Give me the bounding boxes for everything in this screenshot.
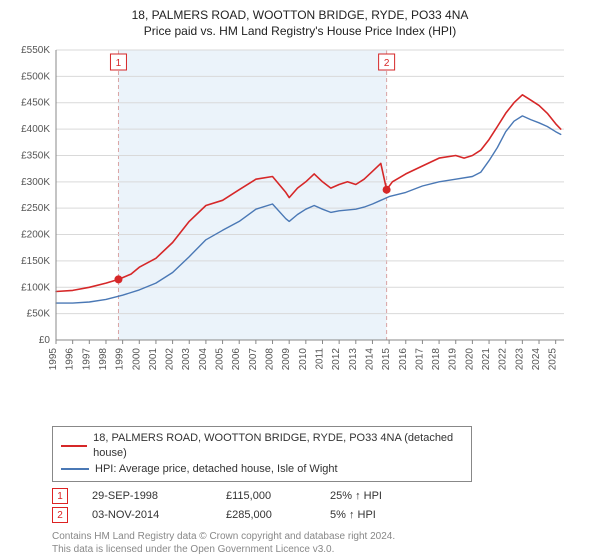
- x-tick-label: 2020: [464, 348, 475, 371]
- x-tick-label: 2013: [348, 348, 359, 371]
- y-tick-label: £250K: [21, 203, 50, 214]
- sale-marker-dot: [114, 275, 122, 283]
- title-sub: Price paid vs. HM Land Registry's House …: [12, 24, 588, 38]
- x-tick-label: 2009: [281, 348, 292, 371]
- sale-date: 29-SEP-1998: [92, 490, 202, 502]
- y-tick-label: £100K: [21, 282, 50, 293]
- footer-attribution: Contains HM Land Registry data © Crown c…: [52, 530, 588, 556]
- footer-line-2: This data is licensed under the Open Gov…: [52, 543, 588, 556]
- sale-delta: 5% ↑ HPI: [330, 509, 430, 521]
- x-tick-label: 2011: [314, 348, 325, 370]
- x-tick-label: 2001: [148, 348, 159, 371]
- titles: 18, PALMERS ROAD, WOOTTON BRIDGE, RYDE, …: [12, 8, 588, 38]
- x-tick-label: 1997: [81, 348, 92, 371]
- x-tick-label: 2007: [248, 348, 259, 371]
- x-tick-label: 2012: [331, 348, 342, 371]
- y-tick-label: £400K: [21, 124, 50, 135]
- x-tick-label: 2000: [131, 348, 142, 371]
- line-chart-svg: £0 £50K £100K £150K £200K £250K £300K £350K £400…: [12, 44, 572, 374]
- x-tick-label: 2015: [381, 348, 392, 371]
- sale-number-box: 2: [52, 507, 68, 523]
- x-tick-label: 2010: [298, 348, 309, 371]
- sale-number-box: 1: [52, 488, 68, 504]
- legend-swatch: [61, 445, 87, 447]
- legend-label: 18, PALMERS ROAD, WOOTTON BRIDGE, RYDE, …: [93, 431, 463, 462]
- x-tick-label: 2018: [431, 348, 442, 371]
- footer-line-1: Contains HM Land Registry data © Crown c…: [52, 530, 588, 543]
- x-tick-label: 1998: [98, 348, 109, 371]
- y-tick-label: £200K: [21, 230, 50, 241]
- y-tick-label: £50K: [27, 309, 51, 320]
- x-tick-label: 2022: [498, 348, 509, 371]
- sale-row: 1 29-SEP-1998 £115,000 25% ↑ HPI: [52, 488, 588, 504]
- x-tick-label: 2008: [265, 348, 276, 371]
- x-tick-label: 1996: [65, 348, 76, 371]
- x-tick-label: 2002: [165, 348, 176, 371]
- sale-marker-dot: [383, 186, 391, 194]
- y-tick-label: £550K: [21, 45, 50, 56]
- transactions-shade: [118, 50, 386, 340]
- x-tick-label: 2006: [231, 348, 242, 371]
- legend-swatch: [61, 468, 89, 470]
- x-tick-label: 2014: [364, 348, 375, 371]
- sale-delta: 25% ↑ HPI: [330, 490, 430, 502]
- sale-price: £115,000: [226, 490, 306, 502]
- legend-row: HPI: Average price, detached house, Isle…: [61, 462, 463, 477]
- sale-marker-number: 1: [116, 58, 122, 69]
- sale-price: £285,000: [226, 509, 306, 521]
- y-tick-label: £450K: [21, 98, 50, 109]
- sale-row: 2 03-NOV-2014 £285,000 5% ↑ HPI: [52, 507, 588, 523]
- x-tick-label: 2023: [514, 348, 525, 371]
- sales-table: 1 29-SEP-1998 £115,000 25% ↑ HPI 2 03-NOV-201…: [52, 488, 588, 526]
- legend: 18, PALMERS ROAD, WOOTTON BRIDGE, RYDE, …: [52, 426, 472, 482]
- chart-page: 18, PALMERS ROAD, WOOTTON BRIDGE, RYDE, …: [0, 0, 600, 560]
- x-tick-label: 2021: [481, 348, 492, 371]
- x-tick-label: 2019: [448, 348, 459, 371]
- x-tick-label: 2004: [198, 348, 209, 371]
- y-tick-label: £350K: [21, 150, 50, 161]
- x-tick-label: 1999: [115, 348, 126, 371]
- sale-date: 03-NOV-2014: [92, 509, 202, 521]
- x-tick-label: 2016: [398, 348, 409, 371]
- y-tick-label: £0: [39, 335, 51, 346]
- legend-row: 18, PALMERS ROAD, WOOTTON BRIDGE, RYDE, …: [61, 431, 463, 462]
- x-tick-label: 2025: [548, 348, 559, 371]
- x-tick-label: 2003: [181, 348, 192, 371]
- y-tick-label: £500K: [21, 71, 50, 82]
- chart-area: £0 £50K £100K £150K £200K £250K £300K £350K £400…: [12, 44, 588, 418]
- sale-marker-number: 2: [384, 58, 390, 69]
- x-tick-label: 2005: [215, 348, 226, 371]
- legend-label: HPI: Average price, detached house, Isle…: [95, 462, 338, 477]
- x-tick-label: 2017: [414, 348, 425, 371]
- x-tick-label: 1995: [48, 348, 59, 371]
- x-tick-label: 2024: [531, 348, 542, 371]
- title-main: 18, PALMERS ROAD, WOOTTON BRIDGE, RYDE, …: [12, 8, 588, 22]
- y-tick-label: £300K: [21, 177, 50, 188]
- y-tick-label: £150K: [21, 256, 50, 267]
